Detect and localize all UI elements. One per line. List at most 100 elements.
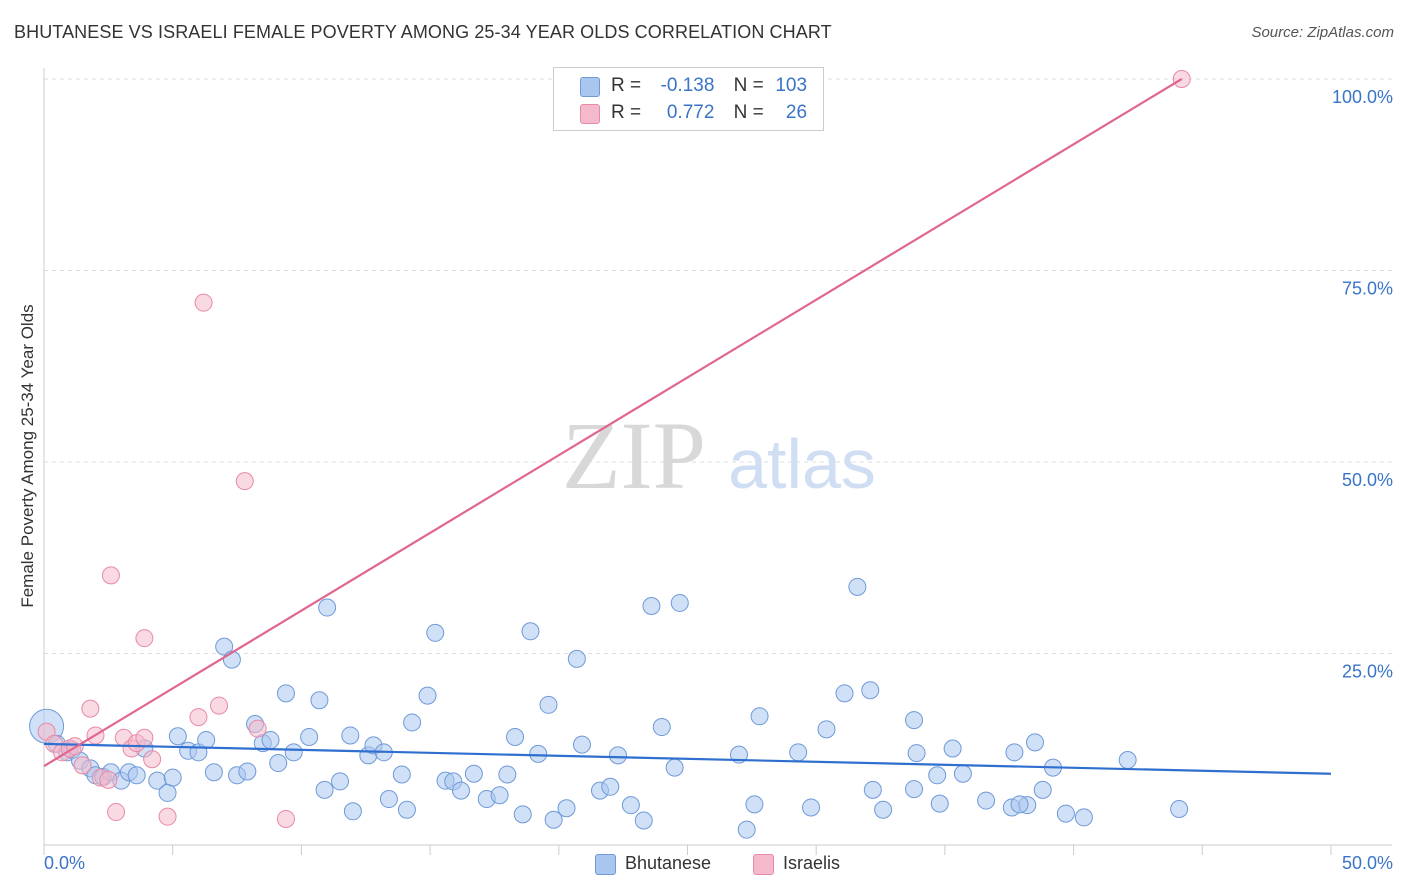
data-point-israelis	[135, 629, 154, 648]
data-point-bhutanese	[506, 727, 525, 746]
stats-swatch-israelis	[580, 104, 600, 124]
data-point-bhutanese	[451, 781, 470, 800]
data-point-bhutanese	[418, 686, 437, 705]
data-point-bhutanese	[1005, 743, 1024, 762]
data-point-bhutanese	[269, 754, 288, 773]
data-point-bhutanese	[1118, 750, 1137, 769]
data-point-bhutanese	[1074, 808, 1093, 827]
data-point-bhutanese	[315, 780, 334, 799]
data-point-bhutanese	[341, 726, 360, 745]
watermark-zip: ZIP	[562, 402, 706, 509]
n-label: N =	[733, 102, 764, 123]
data-point-israelis	[276, 809, 295, 828]
data-point-bhutanese	[1010, 795, 1029, 814]
data-point-israelis	[143, 750, 162, 769]
trend-line-bhutanese	[43, 742, 1332, 775]
data-point-israelis	[194, 293, 213, 312]
stats-row-bhutanese: R = -0.138 N = 103	[611, 75, 807, 97]
data-point-bhutanese	[557, 799, 576, 818]
data-point-bhutanese	[905, 780, 924, 799]
data-point-bhutanese	[513, 805, 532, 824]
data-point-bhutanese	[601, 777, 620, 796]
data-point-bhutanese	[1025, 733, 1044, 752]
x-tick-label: 0.0%	[44, 853, 85, 873]
data-point-bhutanese	[331, 772, 350, 791]
data-point-bhutanese	[464, 764, 483, 783]
data-point-bhutanese	[642, 597, 661, 616]
data-point-bhutanese	[745, 795, 764, 814]
data-point-bhutanese	[343, 802, 362, 821]
data-point-bhutanese	[861, 681, 880, 700]
r-value: 0.772	[666, 102, 715, 123]
data-point-bhutanese	[403, 713, 422, 732]
n-label: N =	[733, 75, 764, 96]
n-value: 103	[775, 75, 808, 96]
data-point-bhutanese	[284, 743, 303, 762]
data-point-israelis	[73, 756, 92, 775]
data-point-bhutanese	[863, 780, 882, 799]
data-point-israelis	[158, 807, 177, 826]
data-point-bhutanese	[197, 731, 216, 750]
data-point-bhutanese	[1170, 799, 1189, 818]
y-tick-label: 25.0%	[1342, 662, 1393, 682]
data-point-bhutanese	[907, 744, 926, 763]
data-point-bhutanese	[621, 796, 640, 815]
data-point-bhutanese	[168, 727, 187, 746]
source-credit: Source: ZipAtlas.com	[1251, 24, 1394, 41]
data-point-bhutanese	[953, 764, 972, 783]
data-point-bhutanese	[634, 811, 653, 830]
legend-label-bhutanese: Bhutanese	[625, 853, 712, 873]
data-point-israelis	[135, 728, 154, 747]
data-point-bhutanese	[802, 798, 821, 817]
data-point-israelis	[99, 770, 118, 789]
data-point-bhutanese	[567, 649, 586, 668]
data-point-bhutanese	[204, 763, 223, 782]
data-point-bhutanese	[490, 786, 509, 805]
data-point-bhutanese	[905, 711, 924, 730]
stats-row-israelis: R = 0.772 N = 26	[611, 102, 807, 124]
data-point-bhutanese	[310, 691, 329, 710]
data-point-bhutanese	[158, 783, 177, 802]
data-point-israelis	[81, 699, 100, 718]
data-point-israelis	[189, 708, 208, 727]
data-point-bhutanese	[750, 707, 769, 726]
data-point-bhutanese	[529, 744, 548, 763]
trend-lines	[43, 78, 1332, 775]
data-point-bhutanese	[1056, 804, 1075, 823]
legend-label-israelis: Israelis	[783, 853, 841, 873]
r-value: -0.138	[660, 75, 715, 96]
data-point-bhutanese	[737, 820, 756, 839]
watermark: ZIP atlas	[562, 402, 876, 509]
y-tick-label: 75.0%	[1342, 279, 1393, 299]
data-point-bhutanese	[521, 622, 540, 641]
data-point-israelis	[248, 719, 267, 738]
data-point-israelis	[101, 566, 120, 585]
stats-swatch-bhutanese	[580, 77, 600, 97]
data-points	[29, 70, 1191, 839]
legend-swatch-israelis	[753, 854, 774, 875]
data-point-bhutanese	[539, 695, 558, 714]
data-point-bhutanese	[544, 810, 563, 829]
data-point-bhutanese	[652, 718, 671, 737]
data-point-bhutanese	[238, 762, 257, 781]
data-point-bhutanese	[1033, 780, 1052, 799]
data-point-bhutanese	[835, 684, 854, 703]
data-point-israelis	[235, 472, 254, 491]
data-point-bhutanese	[665, 758, 684, 777]
data-point-bhutanese	[300, 727, 319, 746]
data-point-bhutanese	[379, 790, 398, 809]
data-point-bhutanese	[572, 735, 591, 754]
data-point-bhutanese	[848, 577, 867, 596]
data-point-bhutanese	[127, 766, 146, 785]
trend-line-israelis	[43, 78, 1183, 768]
legend-swatch-bhutanese	[595, 854, 616, 875]
data-point-israelis	[107, 803, 126, 822]
data-point-bhutanese	[163, 768, 182, 787]
data-point-bhutanese	[817, 720, 836, 739]
data-point-bhutanese	[426, 623, 445, 642]
gridlines	[44, 78, 1392, 654]
data-point-bhutanese	[943, 739, 962, 758]
data-point-bhutanese	[609, 746, 628, 765]
y-tick-label: 50.0%	[1342, 470, 1393, 490]
r-label: R =	[611, 102, 642, 123]
